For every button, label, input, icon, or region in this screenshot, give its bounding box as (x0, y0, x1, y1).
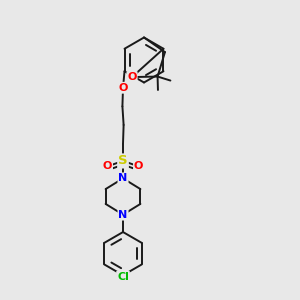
Text: O: O (118, 83, 128, 93)
Text: N: N (118, 210, 127, 220)
Text: O: O (103, 161, 112, 171)
Text: Cl: Cl (117, 272, 129, 282)
Text: S: S (118, 154, 128, 167)
Text: O: O (134, 161, 143, 171)
Text: N: N (118, 173, 127, 183)
Text: O: O (127, 72, 137, 82)
